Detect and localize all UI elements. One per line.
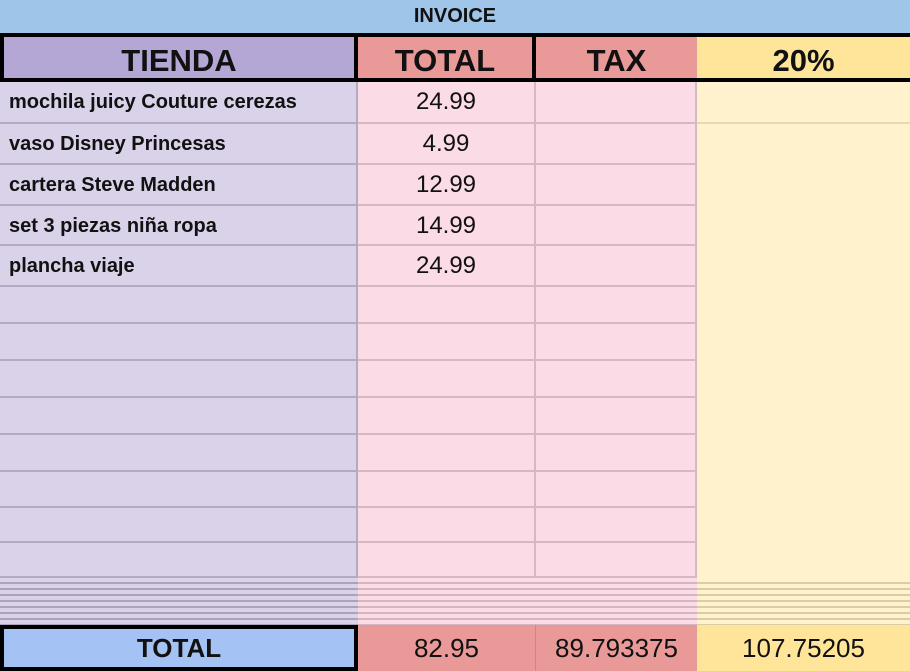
empty-cell[interactable]	[697, 246, 910, 287]
empty-cell[interactable]	[0, 398, 358, 435]
hidden-rows-stripe	[0, 578, 358, 625]
empty-cell[interactable]	[0, 543, 358, 578]
empty-cell[interactable]	[358, 435, 536, 472]
empty-cell[interactable]	[536, 206, 697, 246]
empty-cell[interactable]	[697, 508, 910, 543]
empty-cell[interactable]	[358, 543, 536, 578]
empty-cell[interactable]	[0, 472, 358, 508]
empty-cell[interactable]	[536, 82, 697, 124]
item-name-cell[interactable]: mochila juicy Couture cerezas	[0, 82, 358, 124]
empty-cell[interactable]	[697, 543, 910, 578]
totals-tax[interactable]: 89.793375	[536, 625, 697, 671]
item-total-cell[interactable]: 24.99	[358, 246, 536, 287]
empty-cell[interactable]	[0, 324, 358, 361]
totals-total[interactable]: 82.95	[358, 625, 536, 671]
empty-cell[interactable]	[358, 361, 536, 398]
empty-cell[interactable]	[697, 287, 910, 324]
empty-cell[interactable]	[536, 398, 697, 435]
header-rate[interactable]: 20%	[697, 33, 910, 82]
empty-cell[interactable]	[358, 324, 536, 361]
empty-cell[interactable]	[0, 435, 358, 472]
item-name-cell[interactable]: plancha viaje	[0, 246, 358, 287]
empty-cell[interactable]	[536, 287, 697, 324]
empty-cell[interactable]	[697, 124, 910, 165]
empty-cell[interactable]	[358, 508, 536, 543]
empty-cell[interactable]	[536, 324, 697, 361]
empty-cell[interactable]	[697, 82, 910, 124]
empty-cell[interactable]	[697, 435, 910, 472]
empty-cell[interactable]	[536, 508, 697, 543]
empty-cell[interactable]	[358, 472, 536, 508]
totals-label[interactable]: TOTAL	[0, 625, 358, 671]
item-name-cell[interactable]: vaso Disney Princesas	[0, 124, 358, 165]
empty-cell[interactable]	[536, 472, 697, 508]
empty-cell[interactable]	[536, 124, 697, 165]
item-total-cell[interactable]: 14.99	[358, 206, 536, 246]
item-name-cell[interactable]: cartera Steve Madden	[0, 165, 358, 206]
empty-cell[interactable]	[358, 287, 536, 324]
item-total-cell[interactable]: 4.99	[358, 124, 536, 165]
empty-cell[interactable]	[536, 361, 697, 398]
empty-cell[interactable]	[0, 287, 358, 324]
empty-cell[interactable]	[0, 508, 358, 543]
item-total-cell[interactable]: 12.99	[358, 165, 536, 206]
hidden-rows-stripe	[536, 578, 697, 625]
header-total[interactable]: TOTAL	[358, 33, 536, 82]
empty-cell[interactable]	[697, 472, 910, 508]
invoice-title: INVOICE	[0, 0, 910, 33]
empty-cell[interactable]	[536, 246, 697, 287]
empty-cell[interactable]	[536, 165, 697, 206]
empty-cell[interactable]	[536, 543, 697, 578]
item-total-cell[interactable]: 24.99	[358, 82, 536, 124]
empty-cell[interactable]	[536, 435, 697, 472]
empty-cell[interactable]	[0, 361, 358, 398]
empty-cell[interactable]	[697, 165, 910, 206]
empty-cell[interactable]	[697, 206, 910, 246]
totals-rate[interactable]: 107.75205	[697, 625, 910, 671]
empty-cell[interactable]	[697, 324, 910, 361]
hidden-rows-stripe	[697, 578, 910, 625]
header-tax[interactable]: TAX	[536, 33, 697, 82]
empty-cell[interactable]	[358, 398, 536, 435]
empty-cell[interactable]	[697, 361, 910, 398]
item-name-cell[interactable]: set 3 piezas niña ropa	[0, 206, 358, 246]
hidden-rows-stripe	[358, 578, 536, 625]
empty-cell[interactable]	[697, 398, 910, 435]
header-tienda[interactable]: TIENDA	[0, 33, 358, 82]
